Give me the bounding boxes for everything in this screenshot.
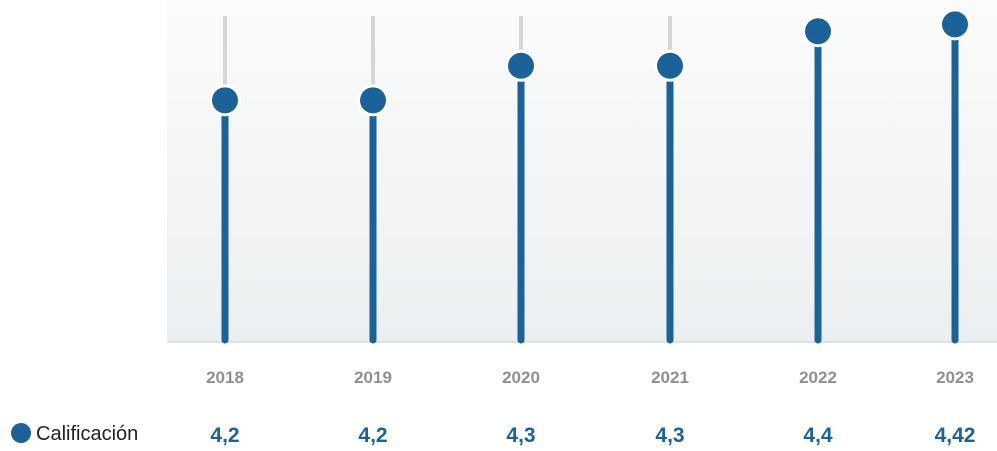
dot-2019[interactable]	[360, 87, 386, 114]
x-tick-label-2018: 2018	[206, 368, 244, 387]
value-label-2023: 4,42	[935, 424, 976, 446]
value-label-2022: 4,4	[803, 424, 833, 446]
lollipop-dots	[209, 8, 971, 117]
legend[interactable]: Calificación	[11, 423, 138, 445]
x-tick-label-2022: 2022	[799, 368, 837, 387]
dot-2023[interactable]	[942, 11, 968, 38]
value-label-2018: 4,2	[210, 424, 239, 446]
dot-2021[interactable]	[657, 52, 683, 79]
dot-2018[interactable]	[212, 87, 238, 114]
lollipop-stems	[221, 20, 959, 344]
value-labels-row: 4,2 4,2 4,3 4,3 4,4 4,42	[210, 424, 976, 447]
x-axis-tick-labels: 2018 2019 2020 2021 2022 2023	[206, 368, 974, 387]
x-tick-label-2020: 2020	[502, 368, 540, 387]
x-tick-label-2023: 2023	[936, 368, 974, 387]
value-label-2021: 4,3	[655, 424, 684, 446]
x-tick-label-2021: 2021	[651, 368, 689, 387]
legend-marker-icon	[11, 423, 31, 443]
value-label-2019: 4,2	[358, 424, 387, 446]
dot-2022[interactable]	[805, 18, 831, 45]
plot-area-background	[167, 0, 997, 342]
value-label-2020: 4,3	[506, 424, 535, 446]
legend-label: Calificación	[36, 423, 138, 445]
x-tick-label-2019: 2019	[354, 368, 392, 387]
dot-2020[interactable]	[508, 52, 534, 79]
